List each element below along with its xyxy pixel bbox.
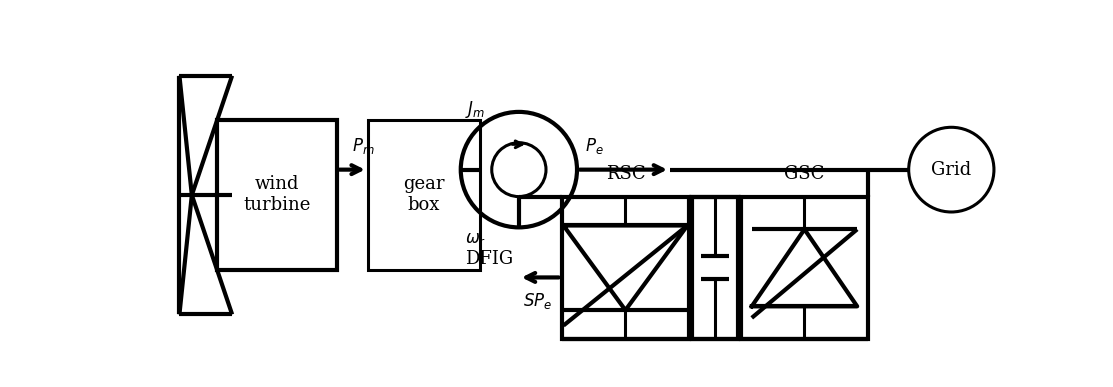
Text: GSC: GSC [785, 165, 825, 183]
Text: RSC: RSC [605, 165, 646, 183]
Bar [740, 197, 868, 339]
Text: $P_m$: $P_m$ [352, 136, 375, 156]
Text: DFIG: DFIG [464, 250, 513, 269]
Text: wind
turbine: wind turbine [243, 175, 311, 214]
Text: $J_m$: $J_m$ [464, 99, 485, 120]
Bar [691, 197, 738, 339]
Text: $\omega_r$: $\omega_r$ [464, 231, 486, 248]
Text: $SP_e$: $SP_e$ [523, 291, 552, 311]
Text: $P_e$: $P_e$ [584, 136, 603, 156]
Bar [217, 120, 337, 270]
Bar [561, 197, 689, 339]
Bar [367, 120, 480, 270]
Text: gear
box: gear box [403, 175, 445, 214]
Text: Grid: Grid [932, 161, 972, 179]
